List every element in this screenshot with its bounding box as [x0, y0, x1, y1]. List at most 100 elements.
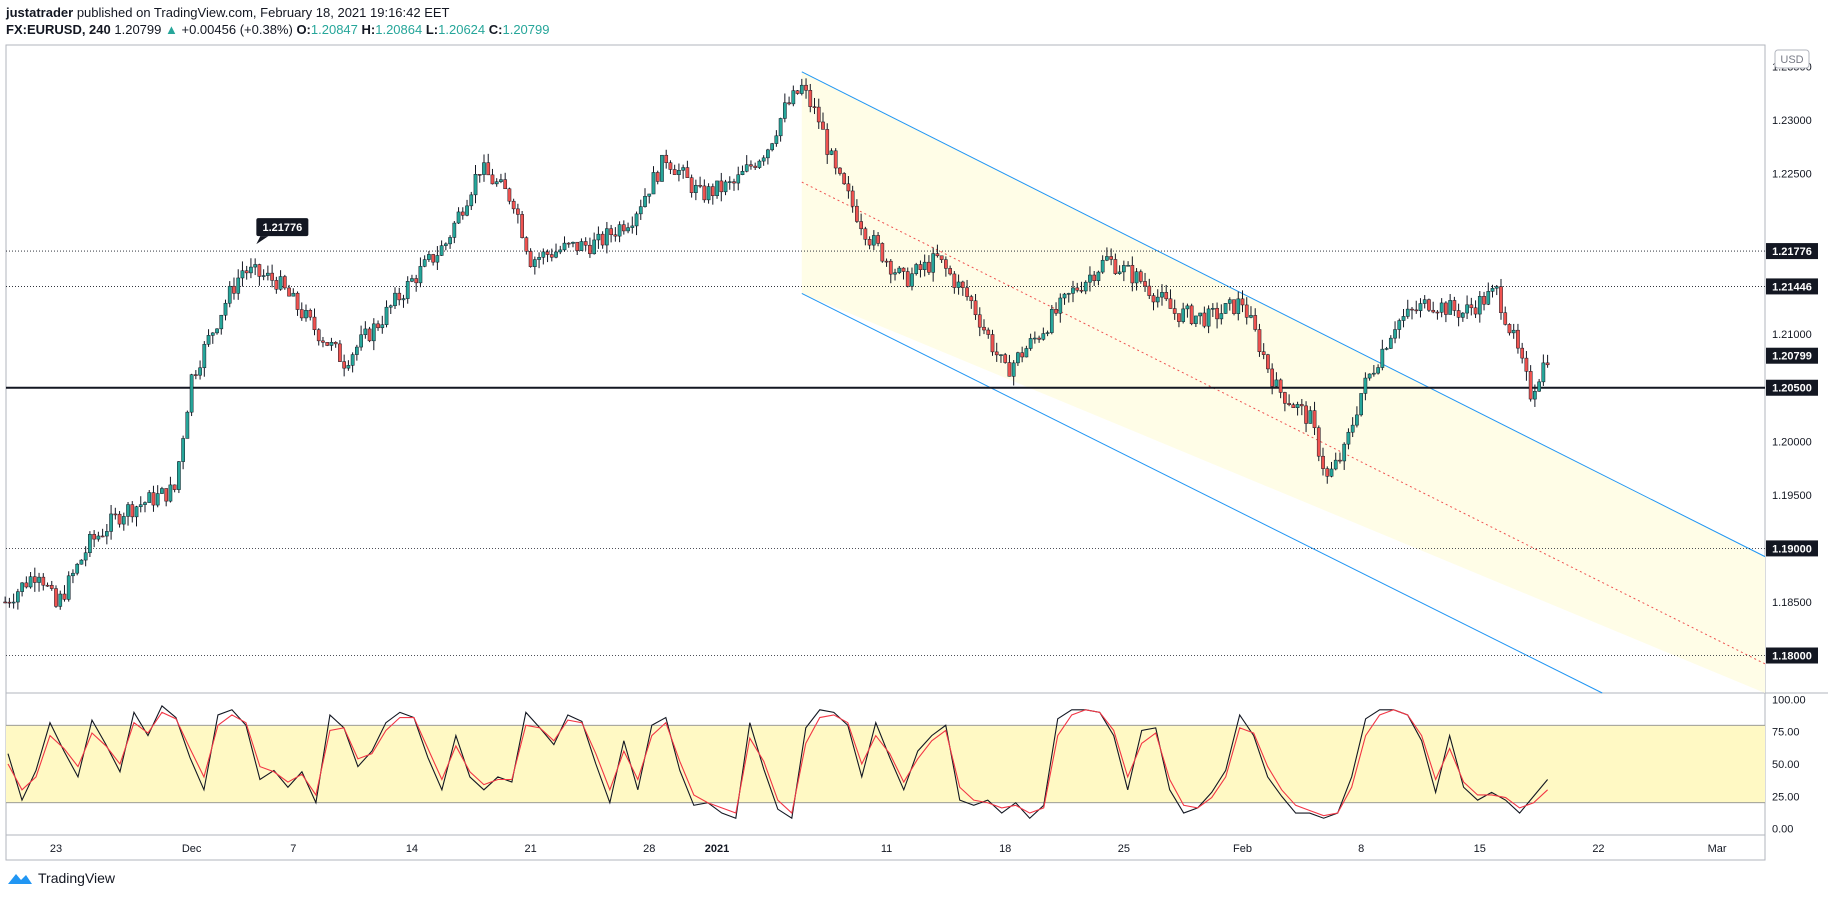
- candle-body: [1283, 392, 1287, 404]
- candle-body: [219, 314, 224, 330]
- channel-lower-line: [801, 293, 1603, 694]
- candle-body: [1473, 307, 1478, 315]
- price-tag-label: 1.19000: [1772, 543, 1812, 555]
- candle-body: [100, 535, 105, 538]
- candle-body: [838, 167, 842, 174]
- candle-body: [1410, 308, 1414, 311]
- price-tick-label: 1.20000: [1772, 436, 1812, 448]
- candle-body: [452, 222, 457, 238]
- candle-body: [507, 188, 512, 202]
- price-tag: [1766, 647, 1818, 664]
- candle-body: [537, 257, 541, 260]
- candle-body: [710, 186, 715, 197]
- candle-body: [1003, 354, 1008, 363]
- price-tag: [1766, 243, 1818, 260]
- footer-brand[interactable]: TradingView: [38, 870, 116, 886]
- candle-body: [588, 244, 592, 255]
- candle-body: [295, 292, 300, 310]
- low-label: L:: [425, 22, 439, 37]
- candle-body: [973, 300, 978, 316]
- candle-body: [266, 272, 270, 276]
- stoch-band: [6, 725, 1765, 803]
- price-tick-label: 1.19500: [1772, 490, 1812, 502]
- candle-body: [914, 264, 919, 275]
- regression-channel[interactable]: [801, 71, 1766, 694]
- candle-body: [172, 484, 177, 490]
- candle-body: [1147, 285, 1152, 296]
- candle-body: [1122, 265, 1126, 273]
- stoch-d-line: [7, 709, 1548, 817]
- candle-body: [299, 309, 304, 319]
- candle-body: [986, 329, 991, 335]
- currency-label: USD: [1780, 54, 1803, 66]
- candle-body: [448, 237, 452, 245]
- candle-body: [668, 162, 673, 170]
- candle-body: [1380, 348, 1385, 368]
- candle-body: [605, 228, 609, 246]
- candle-body: [1033, 337, 1037, 340]
- candle-body: [1066, 293, 1071, 295]
- candle-body: [825, 129, 830, 155]
- candle-body: [155, 493, 160, 506]
- candle-body: [1524, 357, 1529, 372]
- time-tick-label: 8: [1358, 843, 1364, 855]
- candle-body: [719, 180, 724, 193]
- candle-body: [833, 150, 838, 169]
- candle-body: [723, 181, 728, 193]
- candle-body: [884, 260, 889, 263]
- candle-body: [482, 162, 486, 175]
- candle-body: [1058, 297, 1063, 314]
- chart-header: justatrader published on TradingView.com…: [6, 4, 549, 38]
- author-name[interactable]: justatrader: [6, 5, 74, 20]
- candle-body: [414, 278, 419, 284]
- candle-body: [494, 181, 499, 185]
- candle-body: [1384, 348, 1389, 350]
- candle-body: [575, 241, 580, 251]
- candle-body: [778, 118, 783, 137]
- candle-body: [766, 149, 770, 159]
- candle-body: [278, 276, 283, 290]
- candle-body: [855, 205, 859, 222]
- candle-body: [1177, 313, 1181, 322]
- time-tick-label: 23: [50, 843, 62, 855]
- candle-body: [753, 165, 758, 168]
- candle-body: [1045, 332, 1050, 334]
- candle-body: [1227, 299, 1232, 304]
- candle-body: [1528, 371, 1533, 400]
- candle-body: [380, 324, 385, 329]
- candle-body: [969, 296, 974, 302]
- price-tick-label: 1.22500: [1772, 169, 1812, 181]
- candle-body: [1266, 354, 1270, 370]
- candle-body: [1444, 302, 1448, 315]
- currency-badge[interactable]: USD: [1774, 49, 1810, 69]
- candle-body: [1198, 312, 1202, 317]
- time-tick-label: 18: [999, 843, 1011, 855]
- candle-body: [888, 260, 893, 275]
- stoch-k-line: [7, 705, 1549, 820]
- candle-body: [1338, 459, 1342, 462]
- candle-body: [816, 106, 821, 123]
- candle-body: [554, 251, 558, 258]
- candle-body: [880, 243, 885, 262]
- candle-body: [312, 316, 317, 331]
- candle-body: [634, 213, 639, 227]
- candle-body: [1202, 312, 1207, 327]
- candle-body: [592, 239, 597, 255]
- candle-body: [626, 227, 630, 232]
- candle-body: [1071, 287, 1075, 294]
- candle-body: [316, 329, 321, 342]
- candle-body: [770, 143, 774, 151]
- candle-body: [439, 245, 444, 256]
- candle-body: [613, 234, 618, 237]
- candle-body: [1096, 271, 1101, 282]
- candle-body: [45, 584, 50, 587]
- price-callout: [256, 218, 309, 237]
- candle-body: [143, 502, 147, 505]
- candle-body: [1516, 329, 1520, 349]
- candle-body: [1507, 324, 1512, 334]
- candle-body: [24, 582, 29, 588]
- candle-body: [244, 270, 249, 274]
- candle-body: [270, 272, 274, 281]
- candle-body: [1461, 312, 1465, 318]
